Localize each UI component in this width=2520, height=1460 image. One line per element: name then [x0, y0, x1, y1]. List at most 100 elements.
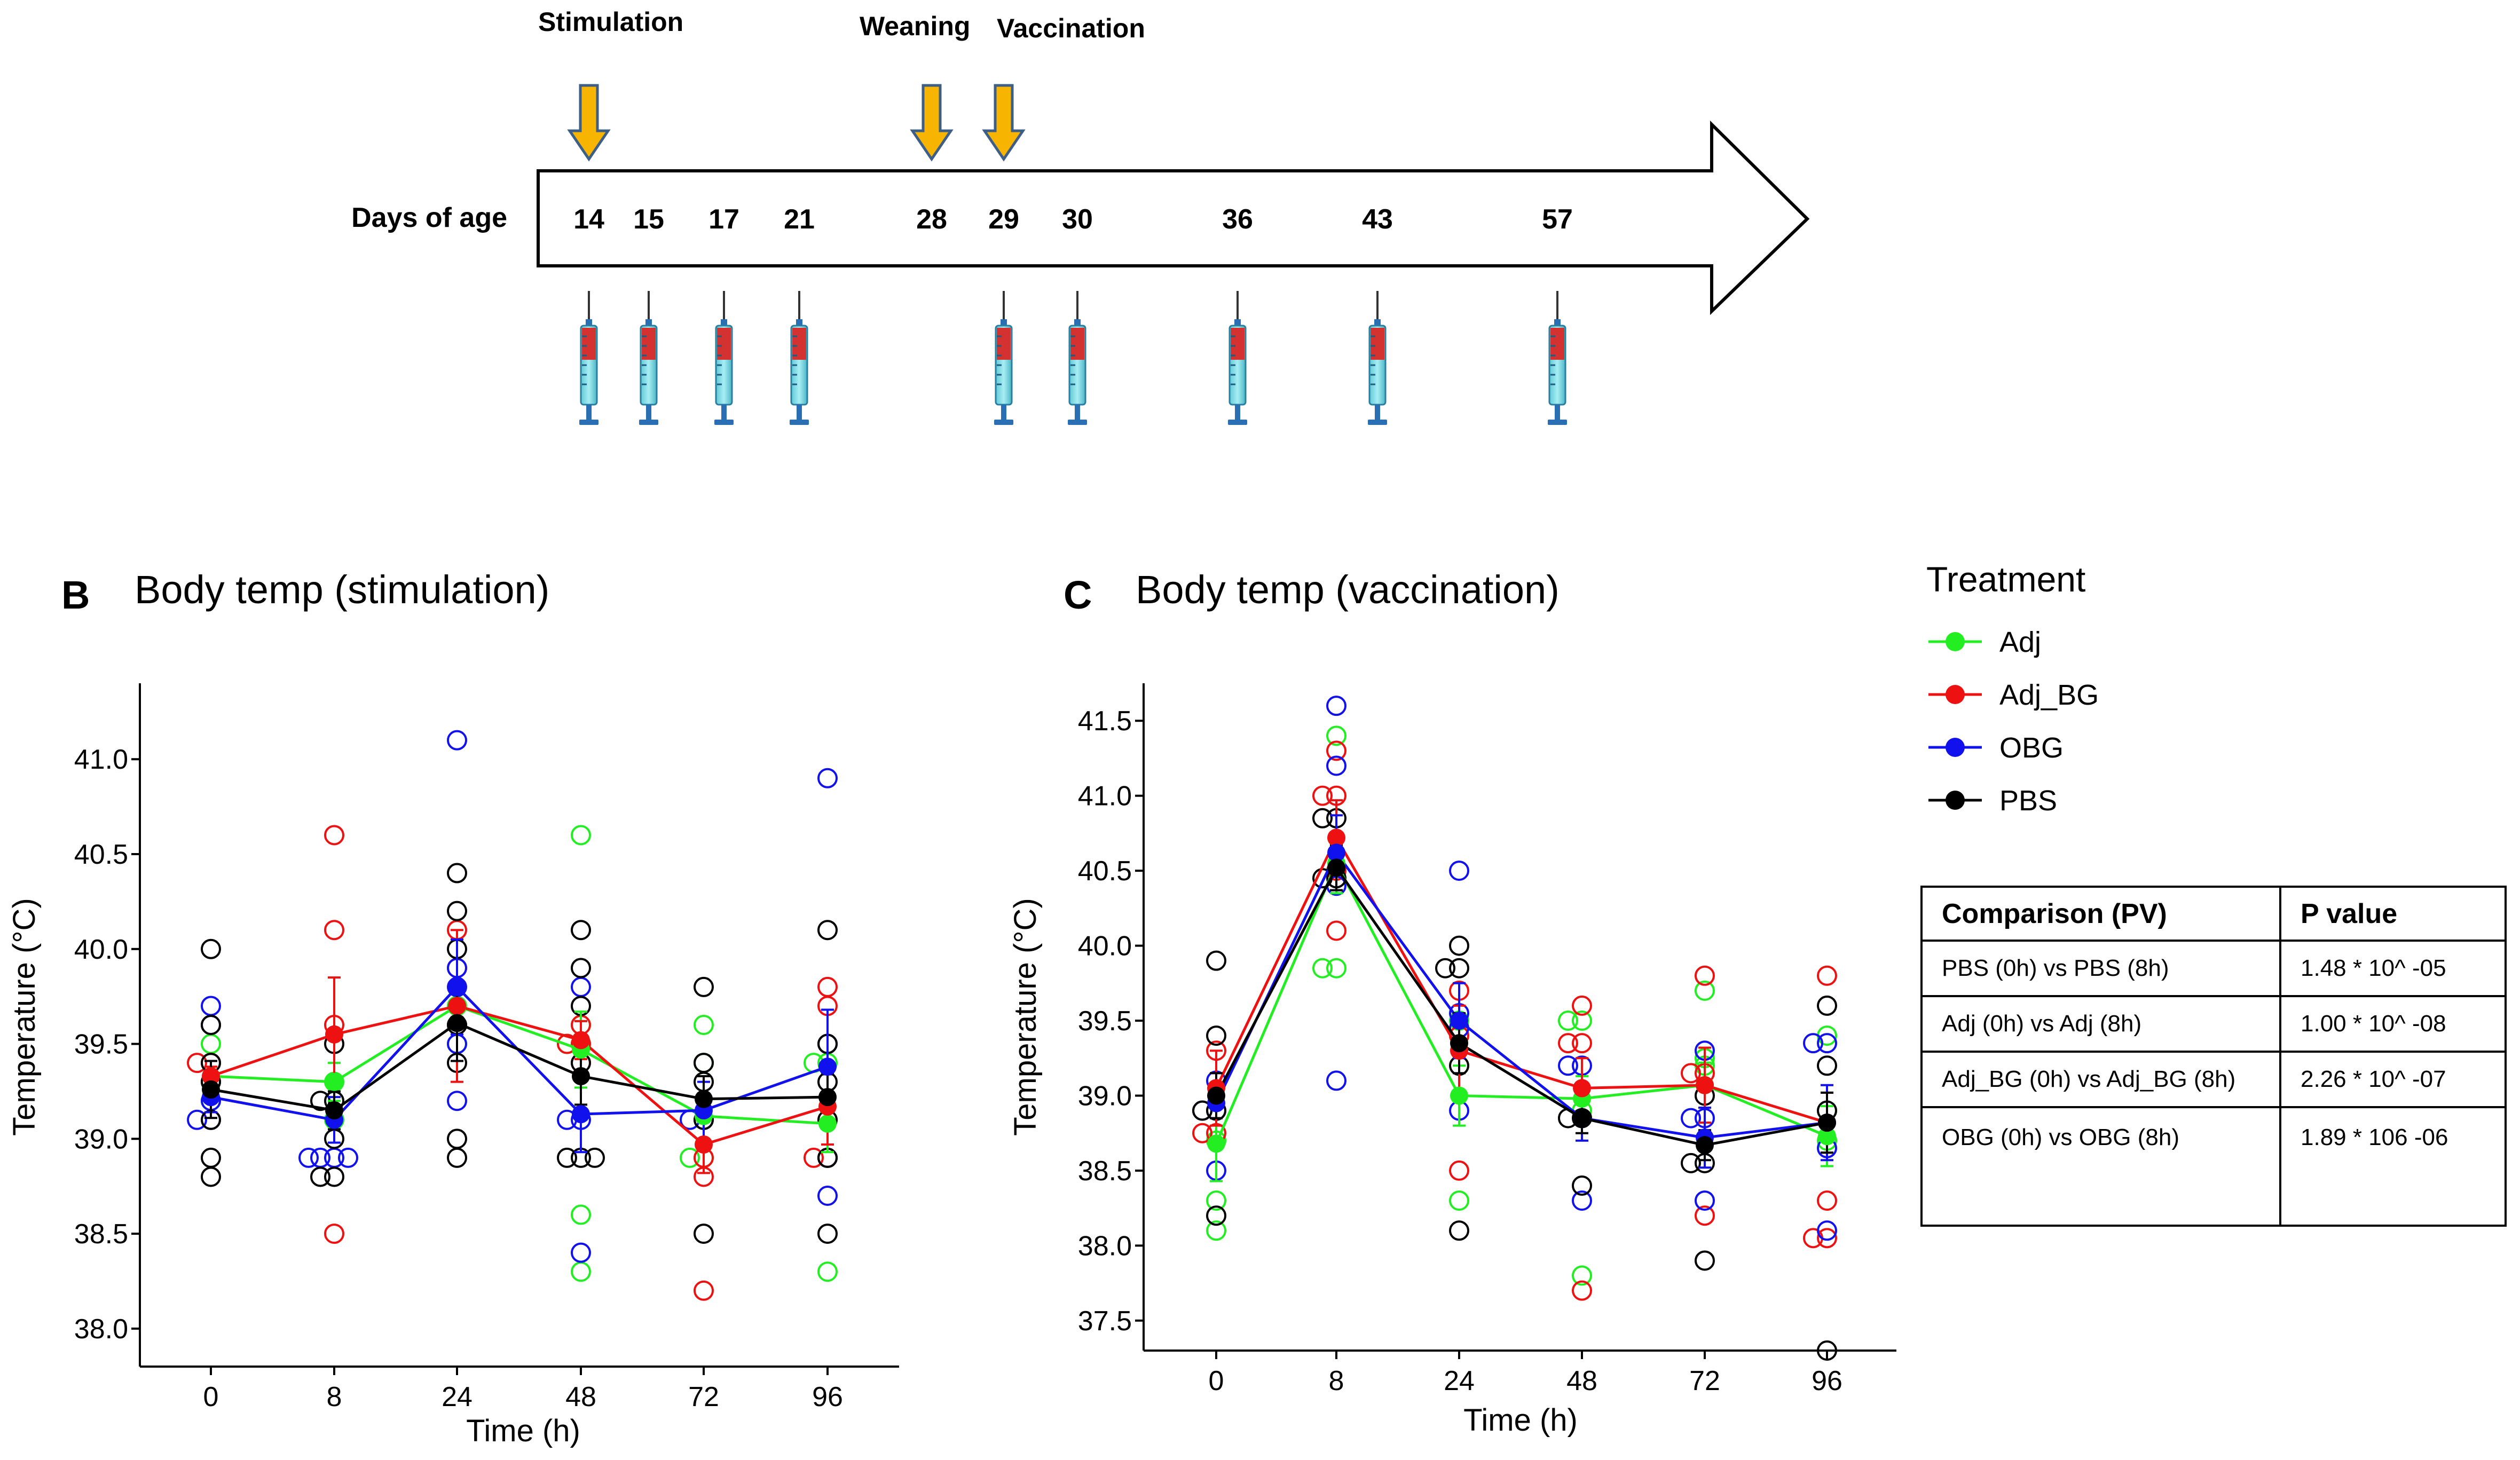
day-label-57: 57 — [1542, 204, 1573, 235]
data-point-pbs — [324, 1166, 344, 1187]
table-cell: 1.89 * 106 -06 — [2279, 1106, 2507, 1227]
mean-point-adj_bg — [1573, 1079, 1591, 1098]
mean-point-adj_bg — [1696, 1076, 1714, 1094]
data-point-adj_bg — [1572, 995, 1592, 1016]
data-point-pbs — [1572, 1175, 1592, 1196]
syringe-plunger-cap — [714, 420, 734, 425]
day-label-30: 30 — [1062, 204, 1093, 235]
data-point-pbs — [201, 1166, 221, 1187]
data-point-adj_bg — [1558, 1033, 1578, 1054]
data-point-adj — [1449, 1190, 1469, 1211]
x-tick-label: 24 — [442, 1382, 472, 1412]
x-tick-label: 0 — [1209, 1366, 1224, 1396]
data-point-adj_bg — [1192, 1123, 1212, 1143]
data-point-obg — [338, 1147, 358, 1168]
data-point-obg — [447, 730, 467, 751]
mean-point-adj_bg — [1327, 828, 1345, 847]
mean-point-obg — [572, 1105, 590, 1124]
data-point-adj — [1206, 1220, 1226, 1241]
data-point-pbs — [694, 976, 714, 997]
data-point-pbs — [1206, 1025, 1226, 1046]
data-point-pbs — [310, 1166, 330, 1187]
data-point-pbs — [1206, 1205, 1226, 1226]
data-point-pbs — [447, 1147, 467, 1168]
syringe-liquid — [1550, 328, 1564, 360]
arrow-down-icon — [982, 84, 1026, 162]
mean-point-obg — [1450, 1012, 1468, 1030]
timeline: Days of age 14 15 17 21 28 29 30 36 43 57 Stimula… — [351, 7, 1810, 425]
data-point-pbs — [201, 938, 221, 959]
syringe-plunger-cap — [994, 420, 1013, 425]
syringe-liquid — [1231, 328, 1245, 360]
data-point-adj_bg — [1312, 785, 1333, 806]
event-label-weaning: Weaning — [860, 11, 970, 41]
data-point-adj_bg — [187, 1053, 207, 1074]
mean-point-pbs — [448, 1014, 466, 1032]
data-point-obg — [1681, 1108, 1701, 1128]
syringe-icon — [1068, 291, 1087, 425]
data-point-obg — [1558, 1055, 1578, 1076]
y-tick-label: 40.5 — [1078, 856, 1132, 887]
data-point-obg — [1572, 1190, 1592, 1211]
legend-marker-adj_bg — [1946, 685, 1965, 704]
data-point-obg — [1326, 696, 1346, 716]
chart-vaccination: Temperature (°C) Time (h) 37.5 38.0 38.5 39… — [1008, 683, 1896, 1438]
syringe-icon — [714, 291, 734, 425]
data-point-obg — [201, 996, 221, 1016]
data-point-adj_bg — [1695, 1205, 1715, 1226]
data-point-pbs — [1817, 1055, 1837, 1076]
syringe-liquid — [717, 328, 731, 360]
mean-point-adj — [1207, 1134, 1225, 1153]
syringe-plunger-cap — [579, 420, 598, 425]
data-point-adj_bg — [1326, 740, 1346, 761]
data-point-pbs — [1206, 950, 1226, 971]
syringe-plunger — [721, 405, 727, 422]
syringe-liquid — [582, 328, 596, 360]
table-row: OBG (0h) vs OBG (8h) 1.89 * 106 -06 — [1920, 1106, 2507, 1227]
syringe-plunger — [1555, 405, 1560, 422]
syringe-plunger — [1235, 405, 1240, 422]
data-point-obg — [447, 1091, 467, 1111]
table-header-pvalue: P value — [2279, 886, 2507, 942]
data-point-obg — [1817, 1220, 1837, 1241]
data-point-adj — [571, 1204, 591, 1225]
syringe-liquid — [642, 328, 656, 360]
x-tick-label: 0 — [203, 1382, 219, 1412]
data-point-adj — [817, 1261, 838, 1282]
data-point-adj_bg — [694, 1280, 714, 1301]
syringe-icon — [790, 291, 809, 425]
mean-point-pbs — [1327, 858, 1345, 877]
panel-c-letter: C — [1064, 573, 1092, 617]
data-point-obg — [1449, 861, 1469, 881]
mean-point-adj — [1818, 1127, 1836, 1146]
timeline-syringes — [579, 291, 1567, 425]
table-cell: Adj (0h) vs Adj (8h) — [1920, 995, 2281, 1053]
series-line-adj — [1215, 860, 1828, 1145]
x-tick-label: 8 — [1329, 1366, 1344, 1396]
data-point-pbs — [447, 1128, 467, 1149]
syringe-icon — [1548, 291, 1567, 425]
data-point-adj_bg — [324, 825, 344, 846]
data-point-pbs — [447, 901, 467, 921]
syringe-plunger — [1375, 405, 1380, 422]
legend-marker-obg — [1946, 738, 1965, 757]
data-point-pbs — [201, 1147, 221, 1168]
data-point-pbs — [1695, 1250, 1715, 1271]
y-tick-label: 41.0 — [74, 744, 128, 775]
timeline-events: Stimulation Weaning Vaccination — [538, 7, 1145, 162]
data-point-adj — [694, 1015, 714, 1035]
legend-title: Treatment — [1926, 559, 2085, 599]
series-line-obg — [1215, 850, 1828, 1139]
data-point-pbs — [1312, 808, 1333, 828]
data-point-adj_bg — [1817, 1228, 1837, 1249]
arrow-down-icon — [567, 84, 611, 162]
data-point-adj — [1572, 1265, 1592, 1286]
data-point-obg — [1817, 1033, 1837, 1054]
data-point-adj — [1326, 958, 1346, 978]
data-point-obg — [571, 1242, 591, 1263]
data-point-adj — [680, 1147, 700, 1168]
x-tick-label: 96 — [1812, 1366, 1842, 1396]
data-point-adj — [571, 825, 591, 846]
mean-point-pbs — [572, 1067, 590, 1085]
